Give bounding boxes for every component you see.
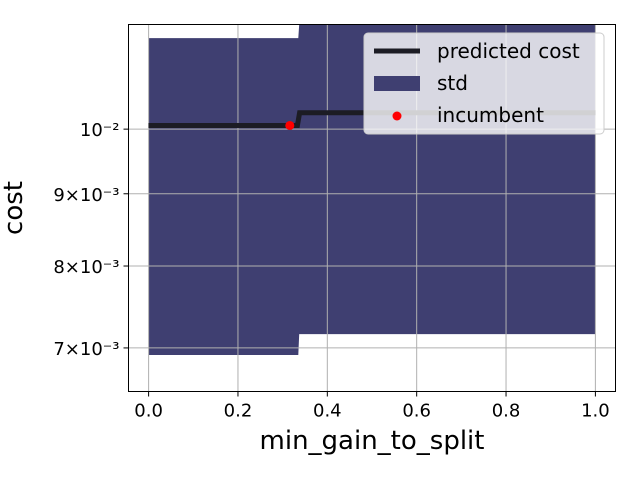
legend-predicted-cost-label: predicted cost bbox=[437, 39, 580, 63]
y-tick-label: 8×10⁻³ bbox=[53, 257, 119, 278]
tick-layer: 0.0 0.2 0.4 0.6 0.8 1.0 7×10⁻³ 8×10⁻³ 9×10⁻³ 10⁻² bbox=[53, 120, 609, 421]
y-axis-label: cost bbox=[0, 181, 29, 235]
legend-box bbox=[363, 32, 605, 135]
y-tick-label: 9×10⁻³ bbox=[53, 185, 119, 206]
x-tick-label: 0.0 bbox=[134, 401, 163, 422]
incumbent-layer bbox=[285, 120, 295, 130]
x-tick-label: 0.8 bbox=[492, 401, 521, 422]
incumbent-marker bbox=[285, 120, 295, 130]
legend-incumbent-label: incumbent bbox=[437, 103, 544, 127]
legend-incumbent-marker bbox=[392, 111, 402, 121]
x-axis-label: min_gain_to_split bbox=[260, 426, 485, 456]
legend-std-swatch bbox=[374, 76, 420, 91]
x-tick-label: 0.6 bbox=[402, 401, 431, 422]
legend-std-label: std bbox=[437, 71, 468, 95]
x-tick-label: 1.0 bbox=[581, 401, 610, 422]
x-tick-label: 0.4 bbox=[313, 401, 342, 422]
legend: predicted cost std incumbent bbox=[363, 32, 605, 135]
plot-frame bbox=[128, 24, 616, 392]
y-tick-label: 10⁻² bbox=[80, 120, 120, 141]
x-tick-label: 0.2 bbox=[224, 401, 253, 422]
y-tick-label: 7×10⁻³ bbox=[53, 339, 119, 360]
